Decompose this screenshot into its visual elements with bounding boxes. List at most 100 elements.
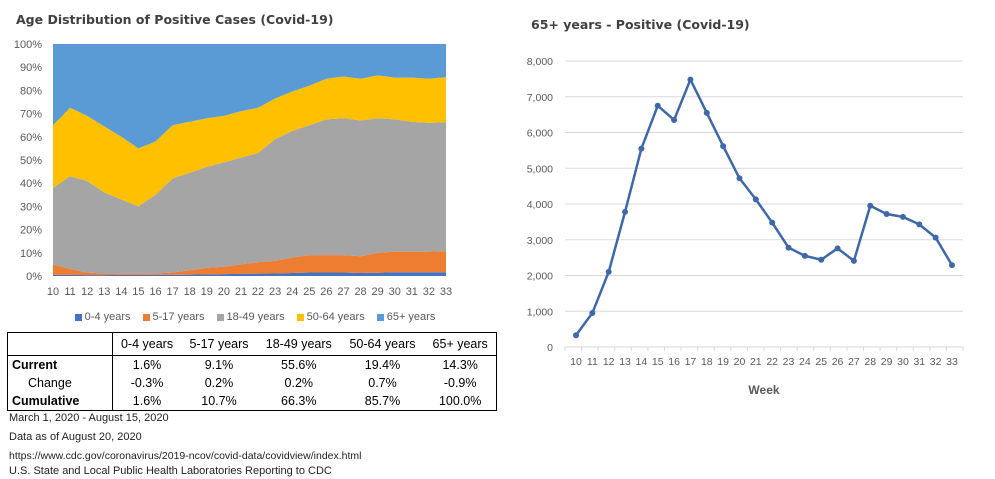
area-chart-title: Age Distribution of Positive Cases (Covi… [16, 12, 334, 27]
row-label: Cumulative [7, 392, 113, 411]
x-tick-label: 15 [652, 356, 664, 368]
x-tick-label: 29 [881, 356, 893, 368]
x-tick-label: 20 [734, 356, 746, 368]
table-row-cumulative: Cumulative 1.6% 10.7% 66.3% 85.7% 100.0% [7, 392, 497, 411]
legend-item-18-49: 18-49 years [216, 311, 285, 323]
source-note: U.S. State and Local Public Health Labor… [9, 465, 332, 477]
table-cell: 14.3% [442, 358, 478, 372]
x-tick-label: 33 [946, 356, 958, 368]
y-tick-label: 10% [20, 248, 42, 260]
x-tick-label: 30 [897, 356, 909, 368]
x-tick-label: 20 [218, 286, 230, 298]
y-tick-label: 0% [26, 271, 42, 283]
y-tick-label: 60% [20, 132, 42, 144]
table-cell: 0.2% [204, 376, 234, 390]
area-series-50-64-years [53, 75, 446, 207]
table-cell: 19.4% [364, 358, 401, 372]
x-tick-label: 32 [930, 356, 942, 368]
legend-label: 65+ years [386, 311, 436, 323]
y-tick-label: 0 [547, 342, 553, 354]
x-tick-label: 11 [587, 356, 598, 368]
data-point [622, 208, 629, 215]
x-tick-label: 13 [98, 286, 110, 298]
table-header-row: 0-4 years 5-17 years 18-49 years 50-64 y… [7, 332, 497, 356]
data-point [720, 143, 727, 150]
y-tick-label: 20% [20, 225, 42, 237]
x-tick-label: 10 [570, 356, 582, 368]
area-chart-legend: 0-4 years 5-17 years 18-49 years 50-64 y… [60, 311, 450, 323]
data-point [916, 221, 923, 228]
area-chart: 0% 10% 20% 30% 40% 50% 60% 70% 80% 90% 100% 10 11 12 1… [14, 39, 452, 298]
x-tick-label: 28 [354, 286, 366, 298]
data-point [801, 252, 808, 259]
data-point [850, 257, 857, 264]
legend-item-0-4: 0-4 years [74, 311, 131, 323]
data-as-of-note: Data as of August 20, 2020 [9, 431, 142, 443]
x-tick-label: 33 [440, 286, 452, 298]
data-point [638, 145, 645, 152]
x-tick-label: 31 [913, 356, 925, 368]
table-cell: 55.6% [281, 358, 317, 372]
line-chart-title: 65+ years - Positive (Covid-19) [531, 17, 750, 32]
data-point [752, 196, 759, 203]
x-tick-label: 14 [636, 356, 648, 368]
table-cell: 0.7% [368, 376, 397, 390]
table-cell: 100.0% [438, 394, 482, 408]
y-tick-label: 3,000 [527, 235, 553, 247]
x-tick-label: 11 [64, 286, 75, 298]
table-cell: 1.6% [132, 394, 162, 408]
x-tick-label: 30 [389, 286, 401, 298]
legend-label: 0-4 years [84, 311, 131, 323]
x-tick-label: 14 [115, 286, 127, 298]
legend-swatch [74, 313, 82, 321]
table-cell: 66.3% [281, 394, 317, 408]
x-tick-label: 10 [47, 286, 59, 298]
x-tick-label: 26 [832, 356, 844, 368]
x-tick-label: 12 [603, 356, 615, 368]
x-tick-label: 31 [406, 286, 418, 298]
x-tick-label: 17 [166, 286, 178, 298]
data-point [605, 268, 612, 275]
table-cell: -0.3% [130, 376, 164, 390]
x-axis-title: Week [748, 383, 779, 397]
x-tick-label: 19 [201, 286, 213, 298]
y-tick-label: 8,000 [527, 56, 553, 68]
table-cell: -0.9% [443, 376, 477, 390]
legend-label: 50-64 years [306, 311, 365, 323]
data-point [899, 213, 906, 220]
data-point [654, 102, 661, 109]
y-tick-label: 40% [20, 178, 42, 190]
x-tick-label: 24 [286, 286, 298, 298]
y-tick-label: 4,000 [527, 199, 553, 211]
area-series-5-17-years [53, 251, 446, 276]
table-row-change: Change -0.3% 0.2% 0.2% 0.7% -0.9% [7, 374, 497, 392]
data-point [736, 175, 743, 182]
x-tick-label: 18 [701, 356, 713, 368]
x-tick-label: 15 [132, 286, 144, 298]
data-point [573, 332, 579, 339]
y-tick-label: 90% [20, 62, 42, 74]
x-tick-label: 12 [81, 286, 93, 298]
legend-label: 18-49 years [226, 311, 285, 323]
table-cell: 1.6% [132, 358, 162, 372]
x-tick-label: 13 [619, 356, 631, 368]
data-point [589, 310, 596, 317]
legend-swatch [142, 313, 150, 321]
legend-label: 5-17 years [152, 311, 205, 323]
x-tick-label: 19 [717, 356, 729, 368]
table-header-cell: 5-17 years [181, 332, 257, 356]
x-tick-label: 21 [235, 286, 247, 298]
y-tick-label: 5,000 [527, 163, 553, 175]
y-tick-label: 30% [20, 201, 42, 213]
legend-item-50-64: 50-64 years [296, 311, 365, 323]
legend-swatch [216, 313, 224, 321]
table-header-cell: 0-4 years [112, 332, 182, 356]
x-tick-label: 24 [799, 356, 811, 368]
y-tick-label: 2,000 [527, 271, 553, 283]
x-tick-label: 16 [668, 356, 680, 368]
data-point [703, 109, 710, 116]
table-cell: 0.2% [284, 376, 314, 390]
data-point [932, 234, 939, 241]
x-tick-label: 22 [766, 356, 778, 368]
table-row-current: Current 1.6% 9.1% 55.6% 19.4% 14.3% [7, 355, 497, 374]
